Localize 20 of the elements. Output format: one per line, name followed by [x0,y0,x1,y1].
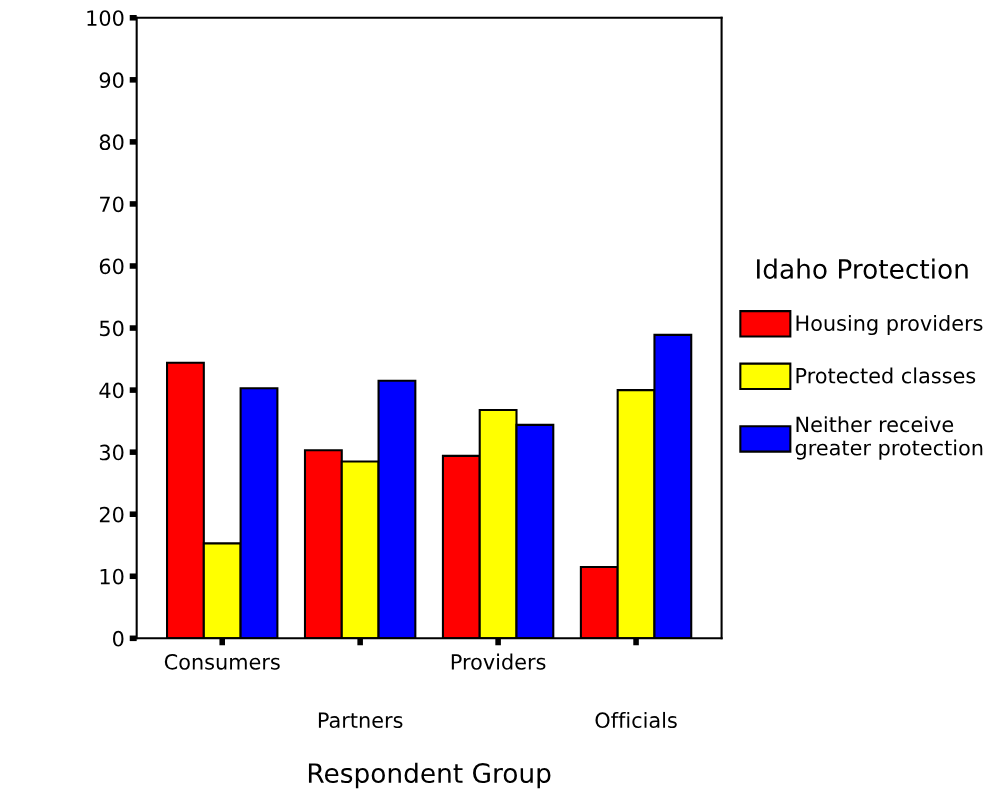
y-tick-label: 50 [99,320,124,337]
x-tick-label: Consumers [164,653,280,670]
y-tick-label: 70 [100,196,124,213]
legend-title: Idaho Protection [757,258,968,279]
x-tick-label: Officials [595,711,677,729]
legend-label: Housing providers [796,314,983,336]
legend-label: Protected classes [796,367,976,384]
y-tick-label: 20 [99,506,124,523]
y-tick-label: 60 [99,258,124,275]
y-tick-label: 0 [112,630,124,647]
x-tick-label: Partners [318,712,403,729]
legend-label: Neither receive greater protection [795,416,983,460]
y-tick-label: 90 [99,72,124,89]
x-axis-title: Respondent Group [308,762,551,789]
y-tick-label: 100 [87,10,124,26]
x-tick-label: Providers [451,653,546,670]
y-tick-label: 80 [99,134,124,151]
y-tick-label: 30 [99,444,124,461]
y-tick-label: 40 [99,382,124,399]
y-tick-label: 10 [100,568,124,585]
